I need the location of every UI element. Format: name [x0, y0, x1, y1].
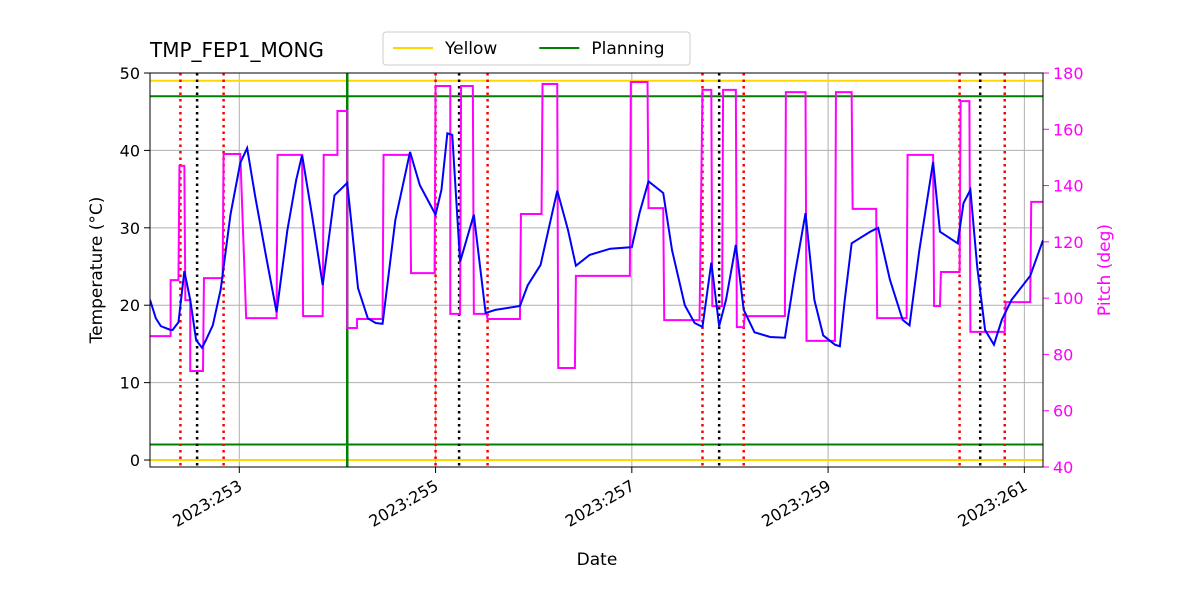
x-tick-label: 2023:253	[169, 476, 245, 531]
y2-tick-label: 120	[1053, 233, 1084, 252]
y2-tick-label: 140	[1053, 177, 1084, 196]
legend-label: Yellow	[444, 39, 497, 59]
legend-box	[382, 31, 691, 66]
y-tick-label: 10	[120, 374, 140, 393]
x-tick-label: 2023:261	[954, 476, 1030, 531]
x-axis-label: Date	[577, 550, 618, 570]
chart-title: TMP_FEP1_MONG	[149, 38, 324, 62]
legend-label: Planning	[591, 39, 664, 59]
data-line	[150, 81, 1043, 373]
y2-tick-label: 160	[1053, 120, 1084, 139]
y-tick-label: 30	[120, 219, 140, 238]
legend: Yellow Planning	[382, 31, 691, 66]
y2-tick-label: 60	[1053, 402, 1073, 421]
y-tick-label: 20	[120, 296, 140, 315]
y-axis-label: Temperature (°C)	[87, 197, 107, 345]
y-tick-label: 0	[130, 451, 140, 470]
y-tick-label: 40	[120, 141, 140, 160]
x-tick-label: 2023:255	[366, 476, 442, 531]
y-tick-label: 50	[120, 64, 140, 83]
y2-tick-label: 80	[1053, 345, 1073, 364]
y2-tick-label: 100	[1053, 289, 1084, 308]
x-tick-label: 2023:257	[562, 476, 638, 531]
y2-tick-label: 180	[1053, 64, 1084, 83]
x-tick-label: 2023:259	[758, 476, 834, 531]
data-line	[150, 132, 1043, 350]
plot-frame	[149, 72, 1044, 468]
y2-axis-label: Pitch (deg)	[1095, 224, 1115, 316]
y2-tick-label: 40	[1053, 458, 1073, 477]
